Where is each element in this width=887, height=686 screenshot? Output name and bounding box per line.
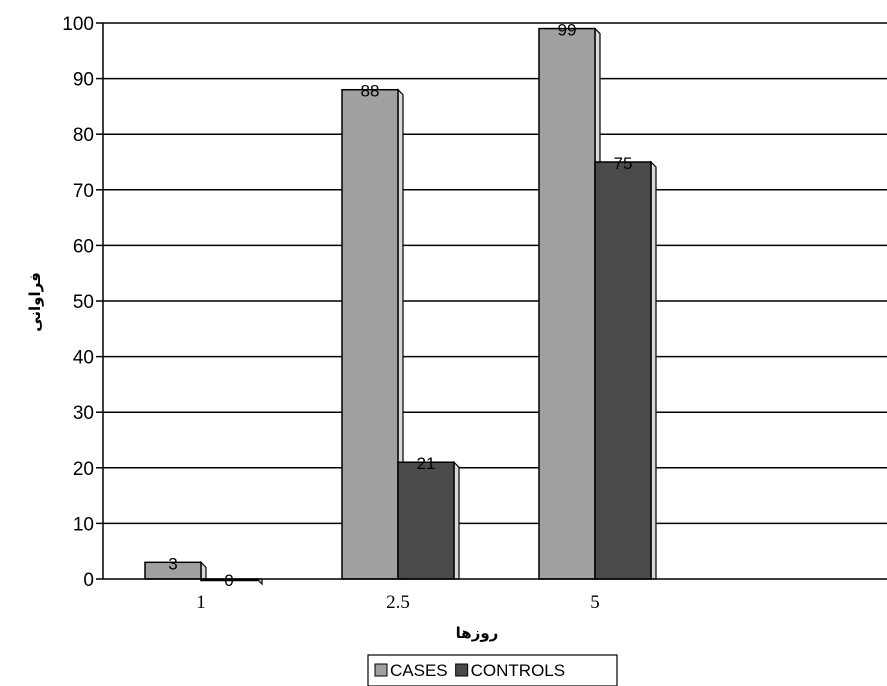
y-tick-label-70: 70 <box>73 181 94 202</box>
y-tick-label-20: 20 <box>73 459 94 480</box>
legend-swatch-cases <box>374 663 388 677</box>
data-label-cases-2.5: 88 <box>361 82 380 101</box>
data-label-controls-2.5: 21 <box>417 454 436 473</box>
y-tick-label-30: 30 <box>73 403 94 424</box>
y-tick-label-10: 10 <box>73 514 94 535</box>
x-axis-title: روزها <box>456 624 499 642</box>
x-tick-label-1: 1 <box>196 592 206 613</box>
grid-lines <box>103 22 887 525</box>
bar-cases-2.5 <box>341 88 399 580</box>
bars: 3 0 88 21 99 75 <box>144 21 657 590</box>
y-tick-label-0: 0 <box>83 570 94 591</box>
x-tick-label-5: 5 <box>590 592 600 613</box>
x-axis-ticks: 1 2.5 5 <box>196 592 600 613</box>
y-tick-label-40: 40 <box>73 348 94 369</box>
y-tick-label-80: 80 <box>73 125 94 146</box>
legend-label-controls: CONTROLS <box>471 661 565 680</box>
y-axis-title: فراوانی <box>26 272 44 332</box>
y-tick-label-90: 90 <box>73 70 94 91</box>
legend-label-cases: CASES <box>390 661 448 680</box>
axes <box>102 23 887 580</box>
y-tick-label-50: 50 <box>73 292 94 313</box>
data-label-controls-1: 0 <box>224 571 233 590</box>
legend-swatch-controls <box>455 663 469 677</box>
bar-cases-5 <box>538 27 596 580</box>
legend: CASES CONTROLS <box>367 654 618 686</box>
data-label-cases-1: 3 <box>168 554 177 573</box>
bar-controls-5 <box>594 161 652 580</box>
y-axis-ticks: 0 10 20 30 40 50 60 70 80 90 100 <box>62 14 103 591</box>
data-label-controls-5: 75 <box>614 154 633 173</box>
y-tick-label-100: 100 <box>62 14 94 35</box>
x-tick-label-2.5: 2.5 <box>386 592 410 613</box>
data-label-cases-5: 99 <box>558 21 577 40</box>
legend-box <box>367 654 618 686</box>
bar-controls-2.5 <box>397 461 455 580</box>
y-tick-label-60: 60 <box>73 236 94 257</box>
